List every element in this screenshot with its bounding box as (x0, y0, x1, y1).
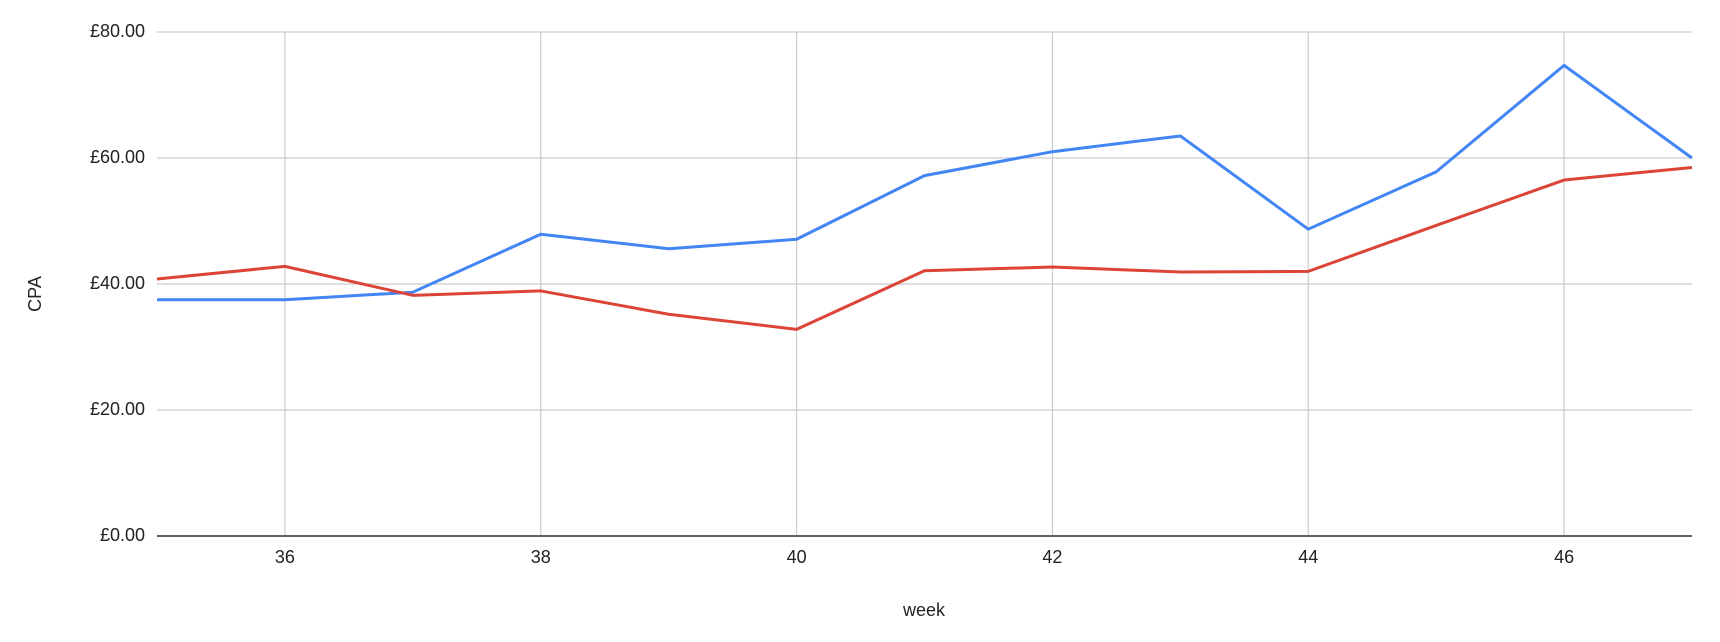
x-tick-label: 40 (787, 547, 807, 567)
y-tick-label: £40.00 (90, 273, 145, 293)
x-tick-label: 36 (275, 547, 295, 567)
series-line (157, 63, 1693, 302)
y-tick-label: £20.00 (90, 399, 145, 419)
x-tick-label: 44 (1298, 547, 1318, 567)
x-axis-label: week (902, 600, 946, 620)
y-axis-label: CPA (25, 276, 45, 312)
x-tick-label: 38 (531, 547, 551, 567)
y-tick-label: £60.00 (90, 147, 145, 167)
series-line (156, 165, 1693, 331)
y-tick-label: £80.00 (90, 21, 145, 41)
x-tick-label: 42 (1042, 547, 1062, 567)
y-tick-label: £0.00 (100, 525, 145, 545)
x-tick-label: 46 (1554, 547, 1574, 567)
